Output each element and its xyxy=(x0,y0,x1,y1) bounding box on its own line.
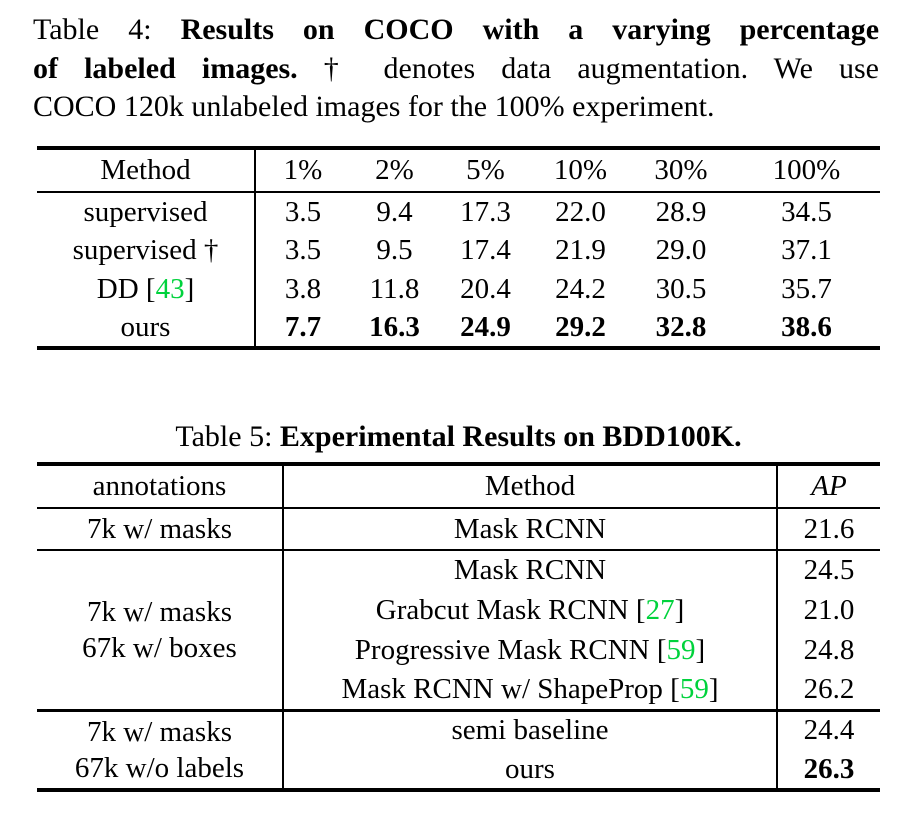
coco-results-table-container: Method 1% 2% 5% 10% 30% 100% supervised … xyxy=(37,146,880,350)
table-row-semi-baseline: 7k w/ masks 67k w/o labels semi baseline… xyxy=(37,708,880,790)
annotations-cell: 7k w/ masks 67k w/ boxes xyxy=(37,549,284,710)
caption-bold-text: of labeled images. xyxy=(33,51,298,85)
caption-bold-text: Results on COCO with a varying percentag… xyxy=(180,13,880,46)
value-cell: 28.9 xyxy=(655,195,707,228)
ap-cell: 24.5 xyxy=(777,549,880,590)
bdd100k-results-table-container: annotations Method AP 7k w/ masks Mask R… xyxy=(37,462,880,792)
ap-cell: 26.2 xyxy=(803,672,855,705)
table4-header-method: Method xyxy=(37,148,256,193)
value-cell: 7.7 xyxy=(284,311,322,343)
method-cell: Mask RCNN xyxy=(283,508,778,550)
value-cell: 17.4 xyxy=(460,234,511,266)
value-cell: 29.2 xyxy=(555,311,606,343)
annotations-cell: 7k w/ masks 67k w/o labels xyxy=(37,708,284,790)
annotations-cell: 7k w/ masks xyxy=(37,508,284,550)
method-cell: Grabcut Mask RCNN [27] xyxy=(283,590,778,630)
value-cell: 3.8 xyxy=(284,273,322,305)
table5-header-ap: AP xyxy=(777,464,880,509)
caption-bold-text: Experimental Results on BDD100K. xyxy=(279,420,742,453)
table5-header-annotations: annotations xyxy=(37,464,284,509)
value-cell: 29.0 xyxy=(655,234,707,266)
method-cell: ours xyxy=(283,750,778,790)
table4-caption-line3: COCO 120k unlabeled images for the 100% … xyxy=(33,90,715,123)
citation-link[interactable]: 59 xyxy=(679,672,709,705)
value-cell: 35.7 xyxy=(781,273,832,305)
ap-cell: 21.6 xyxy=(803,512,855,545)
table4-caption: Table 4: Results on COCO with a varying … xyxy=(33,11,879,127)
table-row-progressive: Progressive Mask RCNN [59] 24.8 xyxy=(37,630,880,670)
value-cell: 21.9 xyxy=(555,234,606,266)
method-cell: Mask RCNN xyxy=(283,549,778,590)
table4-header-30pct: 30% xyxy=(629,148,733,193)
table5-caption: Table 5: Experimental Results on BDD100K… xyxy=(37,420,880,454)
value-cell: 3.5 xyxy=(284,195,322,228)
table-row-ours: ours 7.7 16.3 24.9 29.2 32.8 38.6 xyxy=(37,309,880,348)
table4-header-100pct: 100% xyxy=(733,148,880,193)
method-cell: DD [43] xyxy=(37,270,256,309)
table-row-ours: ours 26.3 xyxy=(37,750,880,790)
value-cell: 34.5 xyxy=(781,195,832,228)
value-cell: 37.1 xyxy=(781,234,832,266)
table-row-supervised-aug: supervised † 3.5 9.5 17.4 21.9 29.0 37.1 xyxy=(37,231,880,270)
table4-header-2pct: 2% xyxy=(350,148,439,193)
citation-link[interactable]: 43 xyxy=(155,273,185,305)
method-cell: Progressive Mask RCNN [59] xyxy=(283,630,778,670)
value-cell: 20.4 xyxy=(460,273,511,305)
table5-header-method: Method xyxy=(283,464,778,509)
value-cell: 9.4 xyxy=(376,195,413,228)
table5-header-row: annotations Method AP xyxy=(37,464,880,509)
value-cell: 24.2 xyxy=(555,273,606,305)
citation-link[interactable]: 59 xyxy=(666,633,696,666)
value-cell: 22.0 xyxy=(555,195,606,228)
table-row-maskrcnn-boxes: 7k w/ masks 67k w/ boxes Mask RCNN 24.5 xyxy=(37,549,880,710)
table-row-shapeprop: Mask RCNN w/ ShapeProp [59] 26.2 xyxy=(37,670,880,710)
table4-header-row: Method 1% 2% 5% 10% 30% 100% xyxy=(37,148,880,193)
value-cell: 32.8 xyxy=(655,311,707,343)
value-cell: 16.3 xyxy=(369,311,420,343)
method-cell: ours xyxy=(37,309,256,348)
ap-cell: 24.4 xyxy=(777,708,880,750)
table4-caption-line1: Table 4: Results on COCO with a varying … xyxy=(33,11,879,50)
value-cell: 30.5 xyxy=(655,273,707,305)
caption-table-number: Table 5: xyxy=(175,420,273,453)
citation-link[interactable]: 27 xyxy=(645,593,675,626)
value-cell: 11.8 xyxy=(369,273,420,305)
method-cell: semi baseline xyxy=(283,708,778,750)
value-cell: 38.6 xyxy=(781,311,832,343)
table-row-maskrcnn-7k: 7k w/ masks Mask RCNN 21.6 xyxy=(37,508,880,550)
method-cell: supervised xyxy=(37,192,256,231)
value-cell: 17.3 xyxy=(460,195,511,228)
table-row-supervised: supervised 3.5 9.4 17.3 22.0 28.9 34.5 xyxy=(37,192,880,231)
caption-table-number: Table 4: xyxy=(33,13,152,46)
table4-header-1pct: 1% xyxy=(255,148,350,193)
ap-cell: 21.0 xyxy=(803,593,855,626)
table4-caption-line2: of labeled images. † denotes data augmen… xyxy=(33,50,879,89)
method-cell: Mask RCNN w/ ShapeProp [59] xyxy=(283,670,778,710)
caption-normal-text: † denotes data augmentation. We use xyxy=(323,51,879,85)
table4-header-10pct: 10% xyxy=(532,148,629,193)
table4-header-5pct: 5% xyxy=(439,148,532,193)
ap-cell: 24.8 xyxy=(803,633,855,666)
value-cell: 9.5 xyxy=(376,234,413,266)
ap-cell: 26.3 xyxy=(803,752,855,785)
method-cell: supervised † xyxy=(37,231,256,270)
table-row-dd: DD [43] 3.8 11.8 20.4 24.2 30.5 35.7 xyxy=(37,270,880,309)
bdd100k-results-table: annotations Method AP 7k w/ masks Mask R… xyxy=(37,462,880,792)
coco-results-table: Method 1% 2% 5% 10% 30% 100% supervised … xyxy=(37,146,880,350)
value-cell: 24.9 xyxy=(460,311,511,343)
table-row-grabcut: Grabcut Mask RCNN [27] 21.0 xyxy=(37,590,880,630)
value-cell: 3.5 xyxy=(284,234,322,266)
